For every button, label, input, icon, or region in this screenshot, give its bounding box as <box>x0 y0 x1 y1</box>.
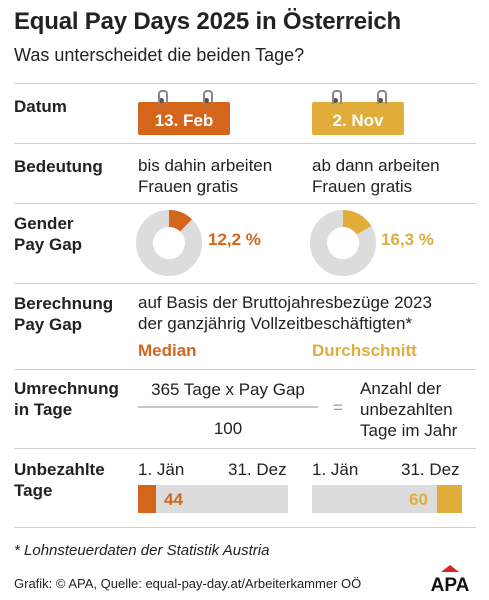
row-label-line: Berechnung <box>14 294 114 313</box>
row-label-gender-pay-gap: Gender Pay Gap <box>14 213 82 255</box>
meaning-right-line: Frauen gratis <box>312 177 413 196</box>
apa-logo: APA <box>423 565 477 596</box>
pay-gap-right-value: 16,3 % <box>381 230 434 249</box>
meaning-left-line: bis dahin arbeiten <box>138 156 273 175</box>
calendar-ring <box>203 90 213 104</box>
axis-end-left: 31. Dez <box>228 460 287 479</box>
meaning-right: ab dann arbeiten Frauen gratis <box>312 155 440 197</box>
formula-fraction-line <box>138 406 318 408</box>
row-label-bedeutung: Bedeutung <box>14 157 103 176</box>
row-label-line: Gender <box>14 214 74 233</box>
pay-gap-left-value: 12,2 % <box>208 230 261 249</box>
apa-logo-text: APA <box>431 575 470 593</box>
axis-start-left: 1. Jän <box>138 460 185 479</box>
header-median: Median <box>138 341 197 360</box>
source-credit: Grafik: © APA, Quelle: equal-pay-day.at/… <box>14 576 362 591</box>
bar-right-value: 60 <box>409 490 428 509</box>
formula-result-line: Anzahl der <box>360 379 442 398</box>
row-label-umrechnung: Umrechnung in Tage <box>14 378 119 420</box>
row-label-line: Unbezahlte <box>14 460 105 479</box>
divider <box>14 83 476 84</box>
formula-equals: = <box>333 398 343 417</box>
calendar-ring <box>158 90 168 104</box>
meaning-right-line: ab dann arbeiten <box>312 156 440 175</box>
donut-chart-left <box>136 210 202 276</box>
row-label-berechnung: Berechnung Pay Gap <box>14 293 113 335</box>
formula-result: Anzahl der unbezahlten Tage im Jahr <box>360 378 457 441</box>
bar-left-unpaid-days <box>138 485 157 513</box>
donut-right-slice <box>343 210 372 235</box>
calendar-left-icon: 13. Feb <box>138 90 230 135</box>
divider <box>14 527 476 528</box>
row-label-line: Umrechnung <box>14 379 119 398</box>
footnote: * Lohnsteuerdaten der Statistik Austria <box>14 542 270 559</box>
formula-result-line: unbezahlten <box>360 400 453 419</box>
bar-right-track <box>312 485 462 513</box>
row-label-line: Pay Gap <box>14 235 83 254</box>
bar-right-unpaid-days <box>437 485 462 513</box>
calendar-left-date: 13. Feb <box>138 102 230 135</box>
meaning-left: bis dahin arbeiten Frauen gratis <box>138 155 272 197</box>
calc-basis-line: auf Basis der Bruttojahresbezüge 2023 <box>138 293 432 312</box>
bar-left-track <box>138 485 288 513</box>
axis-end-right: 31. Dez <box>401 460 460 479</box>
donut-chart-right <box>310 210 376 276</box>
divider <box>14 369 476 370</box>
divider <box>14 448 476 449</box>
apa-logo-graphic: APA <box>431 565 470 596</box>
divider <box>14 283 476 284</box>
calendar-ring <box>332 90 342 104</box>
bar-left-value: 44 <box>164 490 183 509</box>
header-durchschnitt: Durchschnitt <box>312 341 417 360</box>
row-label-line: in Tage <box>14 400 73 419</box>
calc-basis: auf Basis der Bruttojahresbezüge 2023 de… <box>138 292 432 334</box>
calendar-ring <box>377 90 387 104</box>
donut-left-slice <box>169 210 192 232</box>
calc-basis-line: der ganzjährig Vollzeitbeschäftigten* <box>138 314 413 333</box>
divider <box>14 203 476 204</box>
row-label-line: Tage <box>14 481 53 500</box>
row-label-line: Pay Gap <box>14 315 83 334</box>
page-title: Equal Pay Days 2025 in Österreich <box>14 8 401 35</box>
page-subtitle: Was unterscheidet die beiden Tage? <box>14 45 305 65</box>
meaning-left-line: Frauen gratis <box>138 177 239 196</box>
calendar-right-icon: 2. Nov <box>312 90 404 135</box>
divider <box>14 143 476 144</box>
row-label-datum: Datum <box>14 97 67 116</box>
calendar-right-date: 2. Nov <box>312 102 404 135</box>
row-label-unbezahlte-tage: Unbezahlte Tage <box>14 459 105 501</box>
formula-denominator: 100 <box>213 419 243 438</box>
formula-result-line: Tage im Jahr <box>360 421 458 440</box>
axis-start-right: 1. Jän <box>312 460 359 479</box>
formula-numerator: 365 Tage x Pay Gap <box>151 380 305 399</box>
